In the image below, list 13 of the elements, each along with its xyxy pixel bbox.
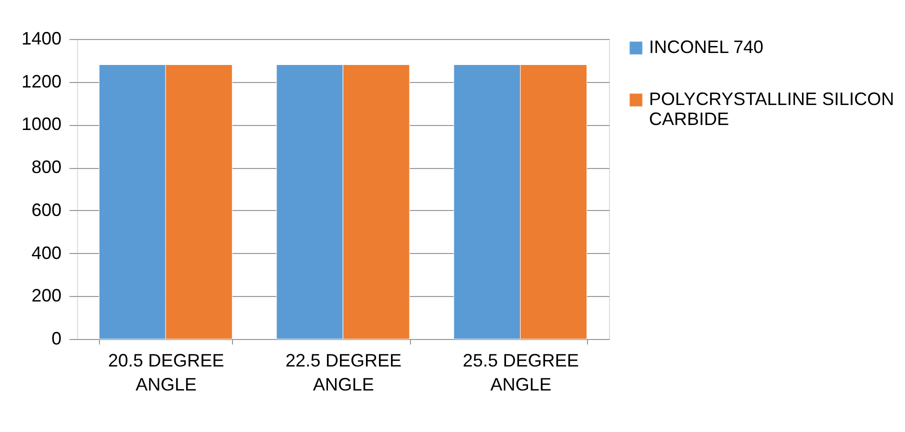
legend-label: POLYCRYSTALLINE SILICON CARBIDE xyxy=(649,89,894,129)
y-tick-label: 600 xyxy=(31,200,62,220)
y-tick-label: 0 xyxy=(51,328,62,348)
x-tick-label: 22.5 DEGREE ANGLE xyxy=(285,350,402,394)
legend-label: INCONEL 740 xyxy=(649,37,764,57)
x-tick-label: 20.5 DEGREE ANGLE xyxy=(108,350,224,394)
y-tick-label: 200 xyxy=(31,286,62,306)
y-tick-label: 1400 xyxy=(21,28,62,48)
y-tick-label: 1200 xyxy=(21,71,62,92)
y-tick-label: 800 xyxy=(31,157,62,178)
y-tick-label: 1000 xyxy=(21,114,62,134)
x-tick-label: 25.5 DEGREE ANGLE xyxy=(462,350,579,394)
y-tick-label: 400 xyxy=(31,242,62,263)
